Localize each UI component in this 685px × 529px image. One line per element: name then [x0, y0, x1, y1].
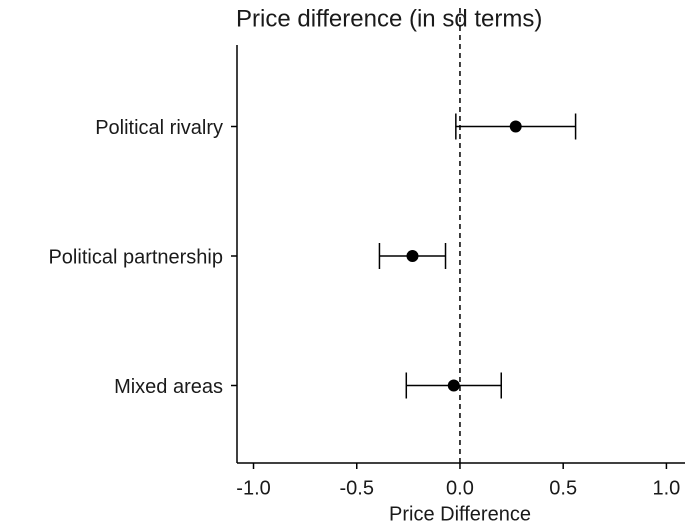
point — [509, 120, 522, 133]
x-tick-label: 0.0 — [446, 477, 474, 499]
x-tick-label: -1.0 — [236, 477, 270, 499]
x-tick-label: 1.0 — [653, 477, 681, 499]
point — [406, 250, 419, 262]
x-tick-label: 0.5 — [549, 477, 577, 499]
x-axis-label: Price Difference — [389, 503, 531, 525]
chart-title: Price difference (in sd terms) — [236, 5, 542, 32]
point — [447, 379, 460, 392]
y-tick-label: Political partnership — [48, 246, 223, 268]
x-tick-label: -0.5 — [340, 477, 374, 499]
y-tick-label: Mixed areas — [114, 376, 223, 398]
y-tick-label: Political rivalry — [95, 117, 223, 139]
